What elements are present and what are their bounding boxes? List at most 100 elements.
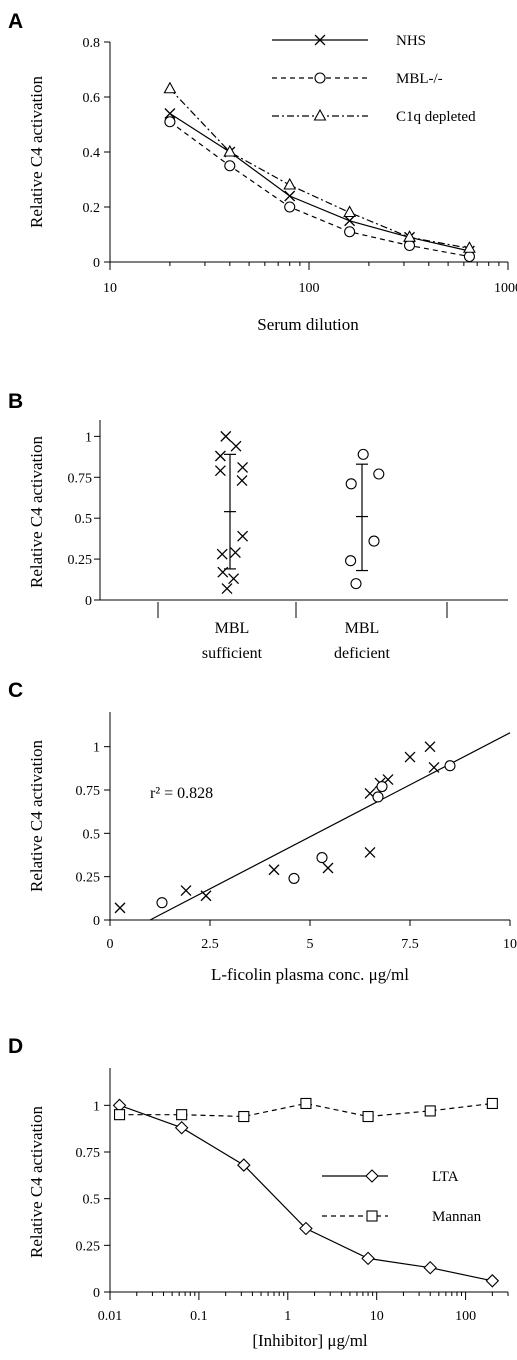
data-point-circle (156, 897, 168, 909)
x-axis-title: Serum dilution (257, 315, 359, 334)
y-tick-label: 0.25 (68, 553, 93, 568)
legend-marker-x (314, 34, 326, 46)
data-point-circle (372, 791, 384, 803)
y-tick-label: 0.8 (83, 36, 101, 51)
legend-marker-triangle (313, 108, 327, 121)
data-point-x (322, 862, 334, 874)
data-point-circle (345, 478, 357, 490)
category-label: sufficient (202, 645, 263, 662)
data-point-square (486, 1097, 498, 1110)
data-point-x (229, 547, 241, 559)
y-tick-label: 1 (93, 1099, 100, 1114)
x-tick-label: 10 (503, 937, 517, 952)
data-point-x (237, 530, 249, 542)
data-point-x (114, 902, 126, 914)
data-point-x (221, 583, 233, 595)
x-tick-label: 100 (299, 281, 320, 296)
data-point-diamond (174, 1120, 189, 1135)
data-point-circle (444, 760, 456, 772)
data-point-circle (224, 160, 236, 172)
y-axis-title: Relative C4 activation (27, 435, 46, 588)
data-point-x (344, 215, 356, 227)
data-point-circle (164, 116, 176, 128)
r-squared-annotation: r² = 0.828 (150, 785, 213, 802)
y-tick-label: 0 (93, 914, 100, 929)
category-label: deficient (334, 645, 391, 662)
x-tick-label: 10 (103, 281, 117, 296)
data-point-diamond (361, 1251, 375, 1266)
panel-a-chart: A 0 0.2 0.4 0.6 0.8 10 100 1000 NHS MBL-/- C1q depl… (8, 10, 517, 334)
data-point-square (176, 1109, 188, 1121)
x-tick-label: 0 (107, 937, 114, 952)
y-tick-label: 0.2 (83, 201, 101, 216)
data-point-circle (403, 239, 416, 252)
x-tick-label: 0.01 (98, 1309, 123, 1324)
data-point-x (164, 108, 176, 119)
x-tick-label: 100 (455, 1309, 476, 1324)
data-point-x (200, 890, 212, 902)
legend-marker-square (366, 1210, 378, 1222)
y-axis-title: Relative C4 activation (27, 75, 46, 228)
data-point-x (237, 461, 249, 473)
x-axis-title: L-ficolin plasma conc. μg/ml (211, 965, 409, 984)
data-point-square (113, 1109, 126, 1121)
data-point-circle (376, 780, 388, 793)
data-point-x (424, 741, 436, 753)
data-point-x (216, 548, 228, 560)
x-tick-label: 1 (284, 1309, 291, 1324)
data-point-triangle (283, 177, 297, 190)
data-point-x (220, 430, 232, 442)
data-point-circle (373, 468, 385, 480)
x-tick-label: 2.5 (201, 937, 219, 952)
y-tick-label: 1 (85, 430, 92, 445)
category-label: MBL (215, 620, 250, 637)
legend-label: NHS (396, 33, 426, 49)
data-point-x (404, 751, 416, 763)
y-tick-label: 0.25 (76, 871, 101, 886)
panel-letter: A (8, 10, 23, 33)
data-point-x (364, 846, 376, 858)
data-point-square (424, 1105, 436, 1117)
data-point-x (428, 762, 440, 773)
data-point-triangle (163, 81, 177, 94)
series-line-diamond (119, 1104, 493, 1282)
data-point-circle (368, 535, 380, 547)
x-tick-label: 7.5 (401, 937, 419, 952)
data-point-diamond (299, 1221, 313, 1236)
y-axis-title: Relative C4 activation (27, 739, 46, 892)
data-point-circle (345, 555, 357, 567)
y-tick-label: 0.4 (83, 146, 101, 161)
x-tick-label: 0.1 (190, 1309, 208, 1324)
data-point-square (300, 1097, 312, 1110)
data-point-triangle (462, 241, 476, 253)
y-tick-label: 0.75 (68, 471, 93, 486)
y-tick-label: 0.5 (75, 512, 93, 527)
data-point-diamond (423, 1260, 437, 1275)
y-tick-label: 1 (93, 741, 100, 756)
data-point-x (284, 190, 296, 202)
series-line-circle (169, 121, 470, 258)
data-point-triangle (403, 230, 416, 242)
data-point-triangle (223, 144, 237, 157)
y-axis-title: Relative C4 activation (27, 1105, 46, 1258)
legend-label: MBL-/- (396, 71, 443, 87)
data-point-x (214, 450, 226, 462)
panel-letter: B (8, 390, 23, 413)
data-point-x (236, 475, 248, 487)
data-point-circle (288, 872, 300, 884)
data-point-triangle (343, 205, 357, 218)
data-point-diamond (485, 1274, 500, 1288)
data-point-circle (284, 201, 296, 213)
legend-label: C1q depleted (396, 109, 476, 125)
data-point-circle (357, 448, 369, 460)
data-point-circle (463, 250, 475, 263)
y-tick-label: 0.6 (83, 91, 101, 106)
data-point-x (268, 864, 280, 876)
data-point-circle (316, 852, 328, 864)
x-axis-title: [Inhibitor] μg/ml (252, 1331, 368, 1350)
series-line-x (169, 112, 470, 252)
series-line-triangle (169, 88, 470, 249)
panel-d-chart: D 0 0.25 0.5 0.75 1 0.01 0.1 1 10 100 LTA Mannan Rela… (8, 1035, 509, 1350)
